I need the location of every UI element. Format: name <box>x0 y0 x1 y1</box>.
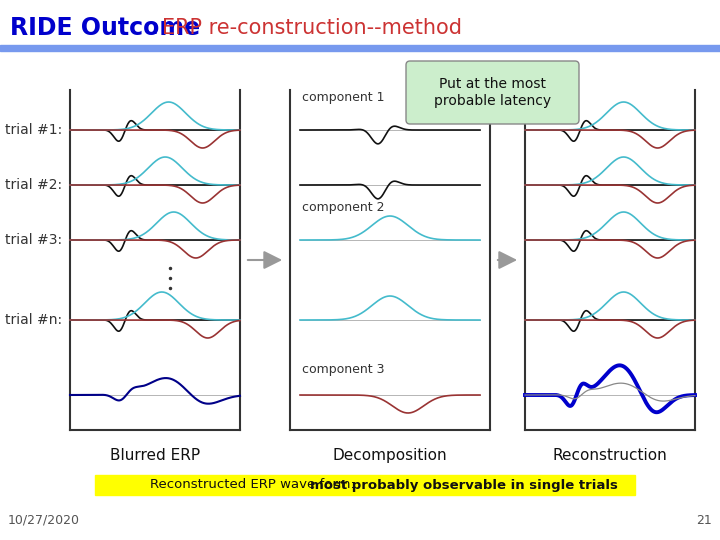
Text: trial #n:: trial #n: <box>5 313 62 327</box>
Text: component 3: component 3 <box>302 363 384 376</box>
Text: 21: 21 <box>696 514 712 526</box>
Text: Blurred ERP: Blurred ERP <box>110 448 200 463</box>
FancyBboxPatch shape <box>406 61 579 124</box>
Text: Put at the most
probable latency: Put at the most probable latency <box>434 77 551 107</box>
Text: trial #3:: trial #3: <box>5 233 62 247</box>
Text: component 1: component 1 <box>302 91 384 105</box>
Text: most probably observable in single trials: most probably observable in single trial… <box>310 478 617 491</box>
Text: Reconstructed ERP wave form:: Reconstructed ERP wave form: <box>150 478 359 491</box>
Text: Decomposition: Decomposition <box>333 448 447 463</box>
Text: :: : <box>152 18 166 38</box>
Bar <box>0 45 720 51</box>
Text: Reconstruction: Reconstruction <box>553 448 667 463</box>
Text: ERP re-construction--method: ERP re-construction--method <box>162 18 462 38</box>
Text: 10/27/2020: 10/27/2020 <box>8 514 80 526</box>
Bar <box>95 475 635 495</box>
Text: trial #1:: trial #1: <box>5 123 62 137</box>
Text: RIDE Outcome: RIDE Outcome <box>10 16 200 40</box>
Text: component 2: component 2 <box>302 201 384 214</box>
Text: trial #2:: trial #2: <box>5 178 62 192</box>
